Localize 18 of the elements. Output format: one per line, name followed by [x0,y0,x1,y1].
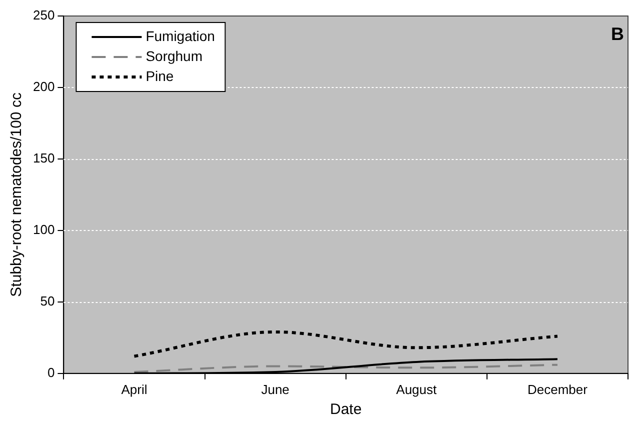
annotation: B [611,24,624,44]
legend-label: Fumigation [146,28,215,44]
x-tick-label: June [261,382,290,397]
y-tick-label: 100 [32,222,55,238]
y-tick-label: 0 [47,364,55,380]
y-tick-label: 150 [32,150,55,166]
y-tick-label: 200 [32,79,55,94]
line-series [133,364,558,373]
x-tick-label: April [121,382,148,397]
y-tick-label: 50 [40,294,55,308]
y-axis-title: Stubby-root nematodes/100 cc [8,92,26,297]
x-tick-label: August [396,382,437,397]
legend-label: Pine [146,68,174,84]
x-tick-label: December [527,382,588,397]
legend-label: Sorghum [146,48,202,64]
x-axis-title: Date [330,401,362,418]
y-tick-label: 250 [32,8,55,23]
line-series [132,330,559,358]
